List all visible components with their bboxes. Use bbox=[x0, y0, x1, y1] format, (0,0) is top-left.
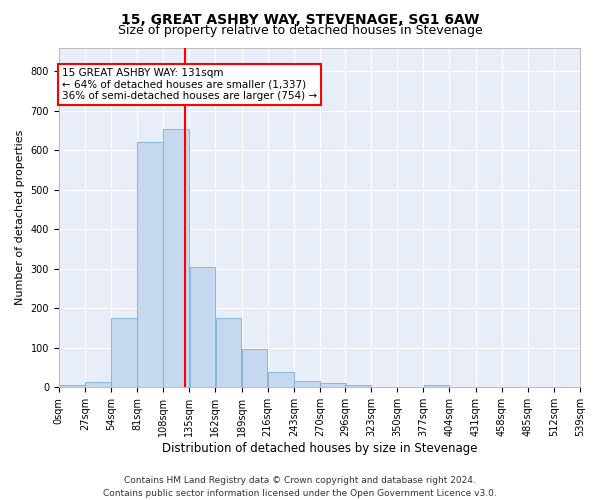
Bar bbox=[320, 384, 346, 388]
Bar bbox=[345, 386, 371, 388]
Bar bbox=[85, 382, 111, 388]
Bar bbox=[242, 349, 268, 388]
Bar bbox=[111, 318, 137, 388]
Bar bbox=[424, 386, 449, 388]
X-axis label: Distribution of detached houses by size in Stevenage: Distribution of detached houses by size … bbox=[161, 442, 477, 455]
Y-axis label: Number of detached properties: Number of detached properties bbox=[15, 130, 25, 305]
Bar bbox=[137, 142, 163, 388]
Bar bbox=[268, 372, 293, 388]
Bar bbox=[59, 386, 85, 388]
Bar bbox=[163, 128, 189, 388]
Text: Size of property relative to detached houses in Stevenage: Size of property relative to detached ho… bbox=[118, 24, 482, 37]
Text: Contains HM Land Registry data © Crown copyright and database right 2024.
Contai: Contains HM Land Registry data © Crown c… bbox=[103, 476, 497, 498]
Bar bbox=[294, 382, 320, 388]
Bar bbox=[190, 267, 215, 388]
Text: 15 GREAT ASHBY WAY: 131sqm
← 64% of detached houses are smaller (1,337)
36% of s: 15 GREAT ASHBY WAY: 131sqm ← 64% of deta… bbox=[62, 68, 317, 101]
Bar bbox=[215, 318, 241, 388]
Text: 15, GREAT ASHBY WAY, STEVENAGE, SG1 6AW: 15, GREAT ASHBY WAY, STEVENAGE, SG1 6AW bbox=[121, 12, 479, 26]
